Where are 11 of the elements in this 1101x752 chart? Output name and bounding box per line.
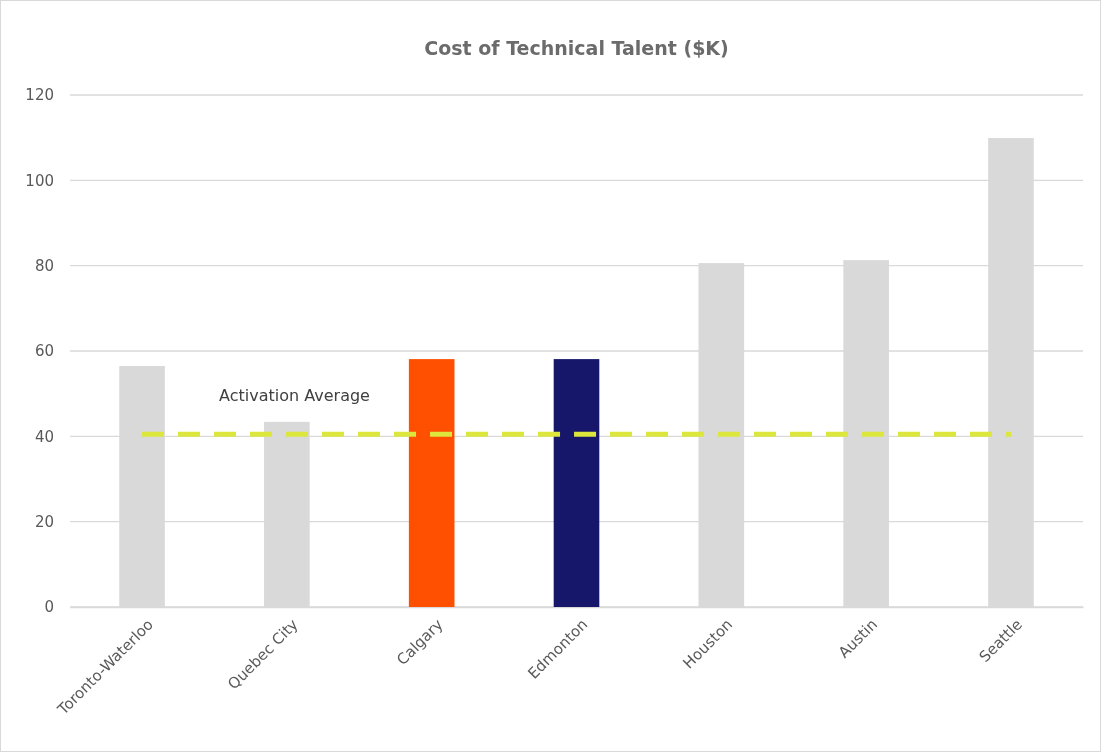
ref-line-label: Activation Average [219, 386, 370, 406]
y-tick-label: 120 [25, 86, 54, 105]
y-tick-label: 0 [44, 598, 54, 617]
y-tick-label: 60 [34, 342, 54, 361]
y-tick-label: 100 [25, 171, 54, 190]
y-tick-label: 40 [34, 427, 54, 446]
y-tick-label: 20 [34, 512, 54, 531]
chart-title: Cost of Technical Talent ($K) [424, 37, 729, 59]
y-tick-label: 80 [34, 256, 54, 275]
bar [553, 359, 600, 607]
bar [408, 359, 455, 607]
